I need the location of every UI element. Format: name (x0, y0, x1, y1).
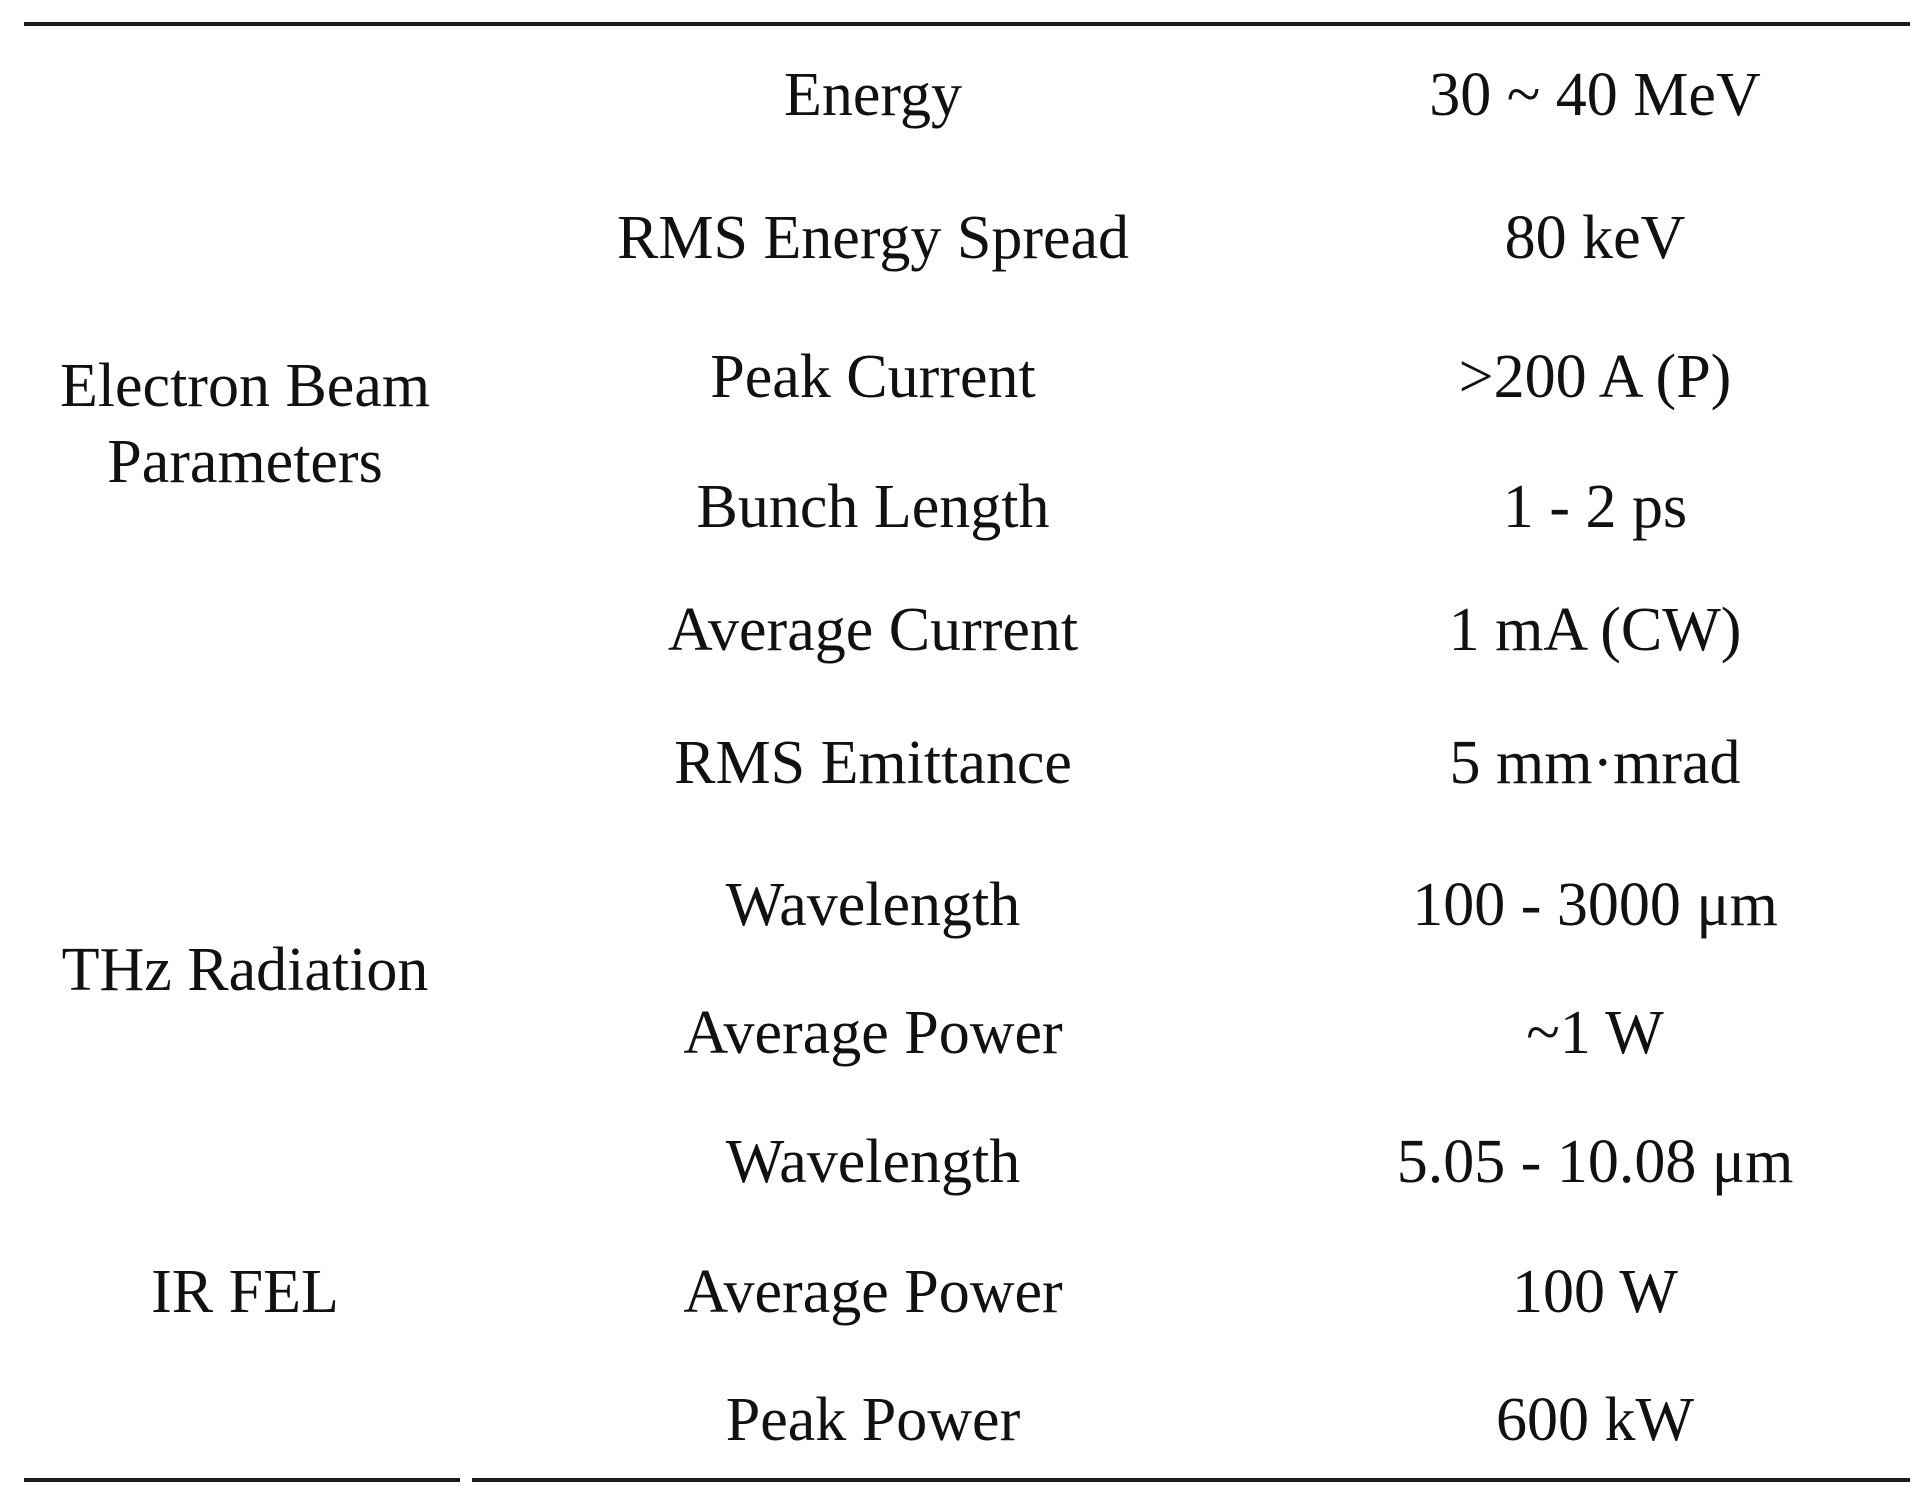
value-cell: 100 W (1512, 1258, 1678, 1326)
group-label-electron-beam: Electron Beam Parameters (59, 352, 431, 496)
parameter-cell: Wavelength (725, 1128, 1021, 1196)
group-label-ir-fel: IR FEL (151, 1258, 339, 1326)
value-cell: ~1 W (1526, 999, 1664, 1067)
value-cell: 100 - 3000 μm (1412, 871, 1778, 939)
parameter-cell: Wavelength (725, 871, 1021, 939)
table-bottom-rule-left (24, 1478, 460, 1482)
parameter-cell: Peak Current (710, 343, 1036, 411)
value-cell: 80 keV (1504, 204, 1686, 272)
value-cell: >200 A (P) (1458, 343, 1732, 411)
table-bottom-rule-right (472, 1478, 1910, 1482)
value-cell: 30 ~ 40 MeV (1429, 61, 1761, 129)
parameter-cell: Bunch Length (696, 473, 1050, 541)
parameter-cell: Average Power (683, 999, 1063, 1067)
parameter-cell: RMS Emittance (674, 729, 1072, 797)
group-label-thz-radiation: THz Radiation (61, 936, 429, 1004)
value-cell: 5 mm·mrad (1449, 729, 1741, 797)
parameter-cell: Peak Power (725, 1386, 1021, 1454)
value-cell: 1 - 2 ps (1502, 473, 1688, 541)
parameter-cell: Average Current (667, 596, 1079, 664)
parameter-cell: Average Power (683, 1258, 1063, 1326)
table-top-rule (24, 22, 1910, 26)
value-cell: 1 mA (CW) (1448, 596, 1742, 664)
parameter-cell: Energy (784, 61, 962, 129)
value-cell: 600 kW (1495, 1386, 1695, 1454)
value-cell: 5.05 - 10.08 μm (1396, 1128, 1794, 1196)
parameter-cell: RMS Energy Spread (616, 204, 1130, 272)
